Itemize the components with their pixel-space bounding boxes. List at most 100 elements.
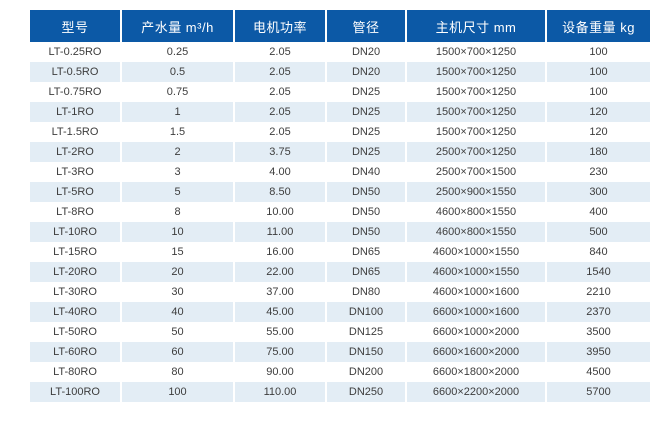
cell-dimensions: 1500×700×1250: [405, 62, 545, 82]
table-row: LT-0.5RO 0.5 2.05 DN20 1500×700×1250 100: [30, 62, 650, 82]
cell-weight: 5700: [545, 382, 650, 402]
cell-dimensions: 4600×800×1550: [405, 222, 545, 242]
cell-power: 37.00: [233, 282, 325, 302]
table-row: LT-0.25RO 0.25 2.05 DN20 1500×700×1250 100: [30, 42, 650, 62]
column-header-power: 电机功率: [233, 10, 325, 42]
cell-pipe: DN65: [325, 262, 405, 282]
cell-model: LT-0.5RO: [30, 62, 120, 82]
cell-power: 2.05: [233, 42, 325, 62]
cell-model: LT-0.75RO: [48, 86, 102, 98]
cell-capacity: 1.5: [120, 122, 233, 142]
cell-dimensions: 4600×800×1550: [405, 202, 545, 222]
table-row: LT-100RO 100 110.00 DN250 6600×2200×2000 5700: [30, 382, 650, 402]
cell-dimensions: 6600×1000×1600: [405, 302, 545, 322]
cell-model: LT-15RO: [53, 246, 97, 258]
cell-pipe: DN150: [325, 342, 405, 362]
cell-model: LT-80RO: [53, 366, 97, 378]
cell-weight: 3950: [545, 342, 650, 362]
cell-model: LT-2RO: [30, 142, 120, 162]
product-spec-table: 型号 产水量 m³/h 电机功率 管径 主机尺寸 mm 设备重量 kg LT-0.25RO…: [30, 10, 650, 402]
cell-power: 22.00: [233, 262, 325, 282]
cell-pipe: DN20: [325, 42, 405, 62]
table-row: LT-40RO 40 45.00 DN100 6600×1000×1600 2370: [30, 302, 650, 322]
cell-weight: 100: [545, 82, 650, 102]
table-row: LT-1.5RO 1.5 2.05 DN25 1500×700×1250 120: [30, 122, 650, 142]
cell-dimensions: 4600×1000×1550: [405, 262, 545, 282]
cell-model: LT-60RO: [30, 342, 120, 362]
cell-weight: 100: [545, 42, 650, 62]
cell-weight: 300: [545, 182, 650, 202]
cell-dimensions: 2500×900×1550: [405, 182, 545, 202]
cell-pipe: DN100: [325, 302, 405, 322]
cell-weight: 2370: [545, 302, 650, 322]
cell-weight: 400: [545, 202, 650, 222]
cell-dimensions: 1500×700×1250: [405, 122, 545, 142]
cell-pipe: DN80: [325, 282, 405, 302]
cell-power: 45.00: [233, 302, 325, 322]
cell-power: 10.00: [233, 202, 325, 222]
cell-capacity: 50: [120, 322, 233, 342]
cell-pipe: DN25: [325, 82, 405, 102]
cell-model: LT-100RO: [30, 382, 120, 402]
table-row: LT-50RO 50 55.00 DN125 6600×1000×2000 3500: [30, 322, 650, 342]
cell-capacity: 0.75: [120, 82, 233, 102]
cell-power: 90.00: [233, 362, 325, 382]
cell-pipe: DN50: [325, 222, 405, 242]
cell-capacity: 30: [120, 282, 233, 302]
cell-pipe: DN25: [325, 122, 405, 142]
cell-model: LT-0.25RO: [48, 46, 102, 58]
cell-model: LT-20RO: [30, 262, 120, 282]
cell-model: LT-40RO: [30, 302, 120, 322]
cell-capacity: 20: [120, 262, 233, 282]
cell-power: 2.05: [233, 62, 325, 82]
table-row: LT-80RO 80 90.00 DN200 6600×1800×2000 4500: [30, 362, 650, 382]
cell-dimensions: 6600×1800×2000: [405, 362, 545, 382]
cell-dimensions: 6600×1000×2000: [405, 322, 545, 342]
cell-dimensions: 6600×2200×2000: [405, 382, 545, 402]
cell-weight: 1540: [545, 262, 650, 282]
cell-pipe: DN25: [325, 142, 405, 162]
cell-pipe: DN20: [325, 62, 405, 82]
cell-capacity: 10: [120, 222, 233, 242]
cell-weight: 4500: [545, 362, 650, 382]
cell-power: 16.00: [233, 242, 325, 262]
cell-capacity: 8: [120, 202, 233, 222]
table-header: 型号 产水量 m³/h 电机功率 管径 主机尺寸 mm 设备重量 kg: [30, 10, 650, 42]
cell-capacity: 40: [120, 302, 233, 322]
cell-dimensions: 4600×1000×1600: [405, 282, 545, 302]
table-row: LT-30RO 30 37.00 DN80 4600×1000×1600 2210: [30, 282, 650, 302]
table-row: LT-60RO 60 75.00 DN150 6600×1600×2000 3950: [30, 342, 650, 362]
table-row: LT-2RO 2 3.75 DN25 2500×700×1250 180: [30, 142, 650, 162]
cell-capacity: 1: [120, 102, 233, 122]
table-row: LT-20RO 20 22.00 DN65 4600×1000×1550 1540: [30, 262, 650, 282]
cell-pipe: DN50: [325, 182, 405, 202]
table-row: LT-1RO 1 2.05 DN25 1500×700×1250 120: [30, 102, 650, 122]
table-row: LT-0.75RO 0.75 2.05 DN25 1500×700×1250 100: [30, 82, 650, 102]
cell-dimensions: 1500×700×1250: [405, 42, 545, 62]
cell-weight: 180: [545, 142, 650, 162]
cell-pipe: DN250: [325, 382, 405, 402]
cell-power: 8.50: [233, 182, 325, 202]
table-row: LT-8RO 8 10.00 DN50 4600×800×1550 400: [30, 202, 650, 222]
cell-model: LT-30RO: [53, 286, 97, 298]
cell-power: 11.00: [233, 222, 325, 242]
column-header-weight: 设备重量 kg: [545, 10, 650, 42]
cell-capacity: 2: [120, 142, 233, 162]
cell-weight: 840: [545, 242, 650, 262]
cell-capacity: 60: [120, 342, 233, 362]
cell-model: LT-5RO: [30, 182, 120, 202]
cell-capacity: 15: [120, 242, 233, 262]
cell-pipe: DN65: [325, 242, 405, 262]
cell-model: LT-50RO: [53, 326, 97, 338]
cell-dimensions: 1500×700×1250: [405, 102, 545, 122]
cell-capacity: 5: [120, 182, 233, 202]
cell-power: 55.00: [233, 322, 325, 342]
cell-model: LT-3RO: [56, 166, 94, 178]
column-header-dimensions: 主机尺寸 mm: [405, 10, 545, 42]
cell-power: 2.05: [233, 122, 325, 142]
cell-weight: 2210: [545, 282, 650, 302]
cell-model: LT-8RO: [56, 206, 94, 218]
cell-weight: 500: [545, 222, 650, 242]
cell-power: 75.00: [233, 342, 325, 362]
